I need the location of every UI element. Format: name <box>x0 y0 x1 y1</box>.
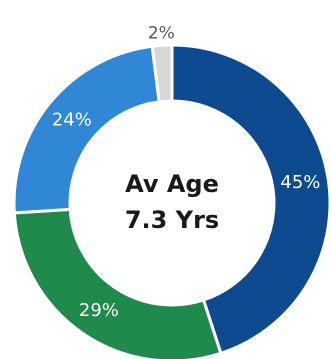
center-label-line1: Av Age <box>125 170 219 198</box>
donut-slice-29 <box>12 207 223 359</box>
slice-label-2: 2% <box>148 23 175 43</box>
slice-label-45: 45% <box>280 172 320 193</box>
donut-slice-2 <box>150 43 174 104</box>
donut-slice-45 <box>170 43 332 355</box>
donut-slices <box>12 43 332 359</box>
slice-labels: 45% 29% 24% 2% <box>52 23 321 321</box>
center-label-line2: 7.3 Yrs <box>125 206 219 234</box>
slice-label-29: 29% <box>79 300 119 321</box>
slice-label-24: 24% <box>52 110 92 131</box>
